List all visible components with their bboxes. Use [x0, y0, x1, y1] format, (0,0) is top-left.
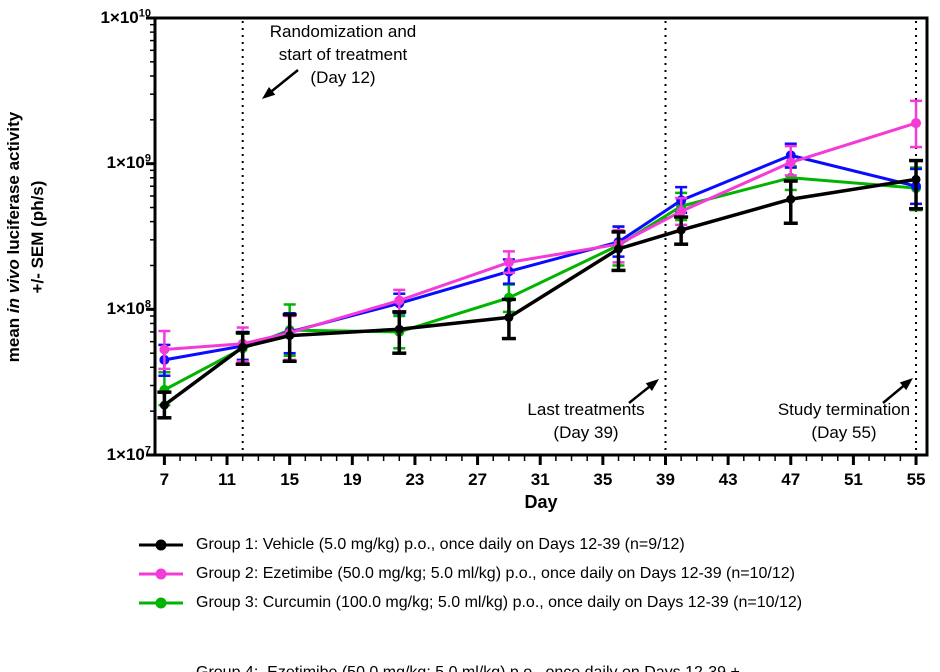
data-point	[394, 324, 404, 334]
y-tick-label-1e9: 1×109	[106, 152, 151, 172]
annotation-arrowhead-1	[645, 379, 659, 392]
plot-frame	[153, 16, 929, 457]
data-point	[676, 225, 686, 235]
legend-label-group4: Group 4: Ezetimibe (50.0 mg/kg; 5.0 ml/k…	[196, 622, 740, 672]
data-point	[503, 257, 514, 268]
x-tick-label-15: 15	[280, 470, 299, 489]
data-point	[785, 157, 796, 168]
x-tick-label-23: 23	[405, 470, 424, 489]
data-point	[159, 344, 170, 355]
data-point	[614, 244, 624, 254]
y-axis-title-line2: +/- SEM (ph/s)	[28, 180, 47, 294]
x-tick-label-35: 35	[593, 470, 612, 489]
x-tick-label-51: 51	[844, 470, 863, 489]
legend-label-group3: Group 3: Curcumin (100.0 mg/kg; 5.0 ml/k…	[196, 594, 803, 611]
annotation-study-termination: Study termination (Day 55)	[777, 400, 911, 442]
x-tick-label-19: 19	[343, 470, 362, 489]
legend-item-group3: Group 3: Curcumin (100.0 mg/kg; 5.0 ml/k…	[138, 593, 802, 613]
x-axis-title: Day	[524, 492, 558, 512]
data-point	[786, 194, 796, 204]
legend: Group 1: Vehicle (5.0 mg/kg) p.o., once …	[138, 535, 802, 672]
y-tick-label-1e10: 1×1010	[100, 7, 151, 27]
legend-item-group4: Group 4: Ezetimibe (50.0 mg/kg; 5.0 ml/k…	[138, 622, 802, 672]
annotation-arrow-1	[628, 383, 654, 404]
series-line-group-3	[163, 176, 917, 392]
x-tick-label-55: 55	[907, 470, 926, 489]
series-line-group-1	[163, 177, 917, 407]
legend-item-group2: Group 2: Ezetimibe (50.0 mg/kg; 5.0 ml/k…	[138, 564, 802, 584]
annotation-arrow-2	[882, 382, 908, 404]
y-axis-title-line1: mean in vivo luciferase activity	[4, 111, 23, 363]
data-point	[285, 331, 295, 341]
annotation-arrowhead-0	[262, 86, 276, 99]
series-group-3	[158, 164, 923, 407]
x-tick-label-47: 47	[781, 470, 800, 489]
data-point	[159, 400, 169, 410]
annotation-last-treatments: Last treatments (Day 39)	[527, 400, 645, 442]
legend-marker-group2-icon	[139, 568, 183, 580]
x-tick-label-39: 39	[656, 470, 675, 489]
series-line-group-2	[164, 121, 917, 351]
legend-marker-group3-icon	[139, 597, 183, 609]
x-tick-label-11: 11	[218, 470, 236, 489]
annotation-arrowhead-2	[899, 378, 913, 391]
x-tick-label-43: 43	[719, 470, 738, 489]
data-point	[238, 342, 248, 352]
data-point	[676, 206, 687, 217]
legend-marker-group1-icon	[139, 539, 183, 551]
chart-plot-area: 7 11 15 19 23 27 31 35 39 43 47 51 55	[146, 16, 929, 489]
series-group-1	[157, 158, 924, 420]
data-point	[911, 174, 921, 184]
data-point	[394, 295, 405, 306]
y-tick-label-1e8: 1×108	[106, 298, 151, 318]
y-axis-title: mean in vivo luciferase activity +/- SEM…	[2, 2, 52, 472]
series-group-2	[158, 99, 923, 371]
legend-label-group2: Group 2: Ezetimibe (50.0 mg/kg; 5.0 ml/k…	[196, 565, 795, 582]
legend-item-group1: Group 1: Vehicle (5.0 mg/kg) p.o., once …	[138, 535, 802, 555]
legend-label-group1: Group 1: Vehicle (5.0 mg/kg) p.o., once …	[196, 536, 685, 553]
y-tick-label-1e7: 1×107	[106, 444, 151, 464]
annotation-randomization: Randomization and start of treatment (Da…	[269, 22, 417, 87]
x-tick-label-27: 27	[468, 470, 487, 489]
x-tick-label-7: 7	[160, 470, 169, 489]
x-tick-label-31: 31	[531, 470, 550, 489]
annotation-arrow-0	[267, 69, 299, 95]
data-point	[504, 312, 514, 322]
data-point	[911, 118, 922, 129]
